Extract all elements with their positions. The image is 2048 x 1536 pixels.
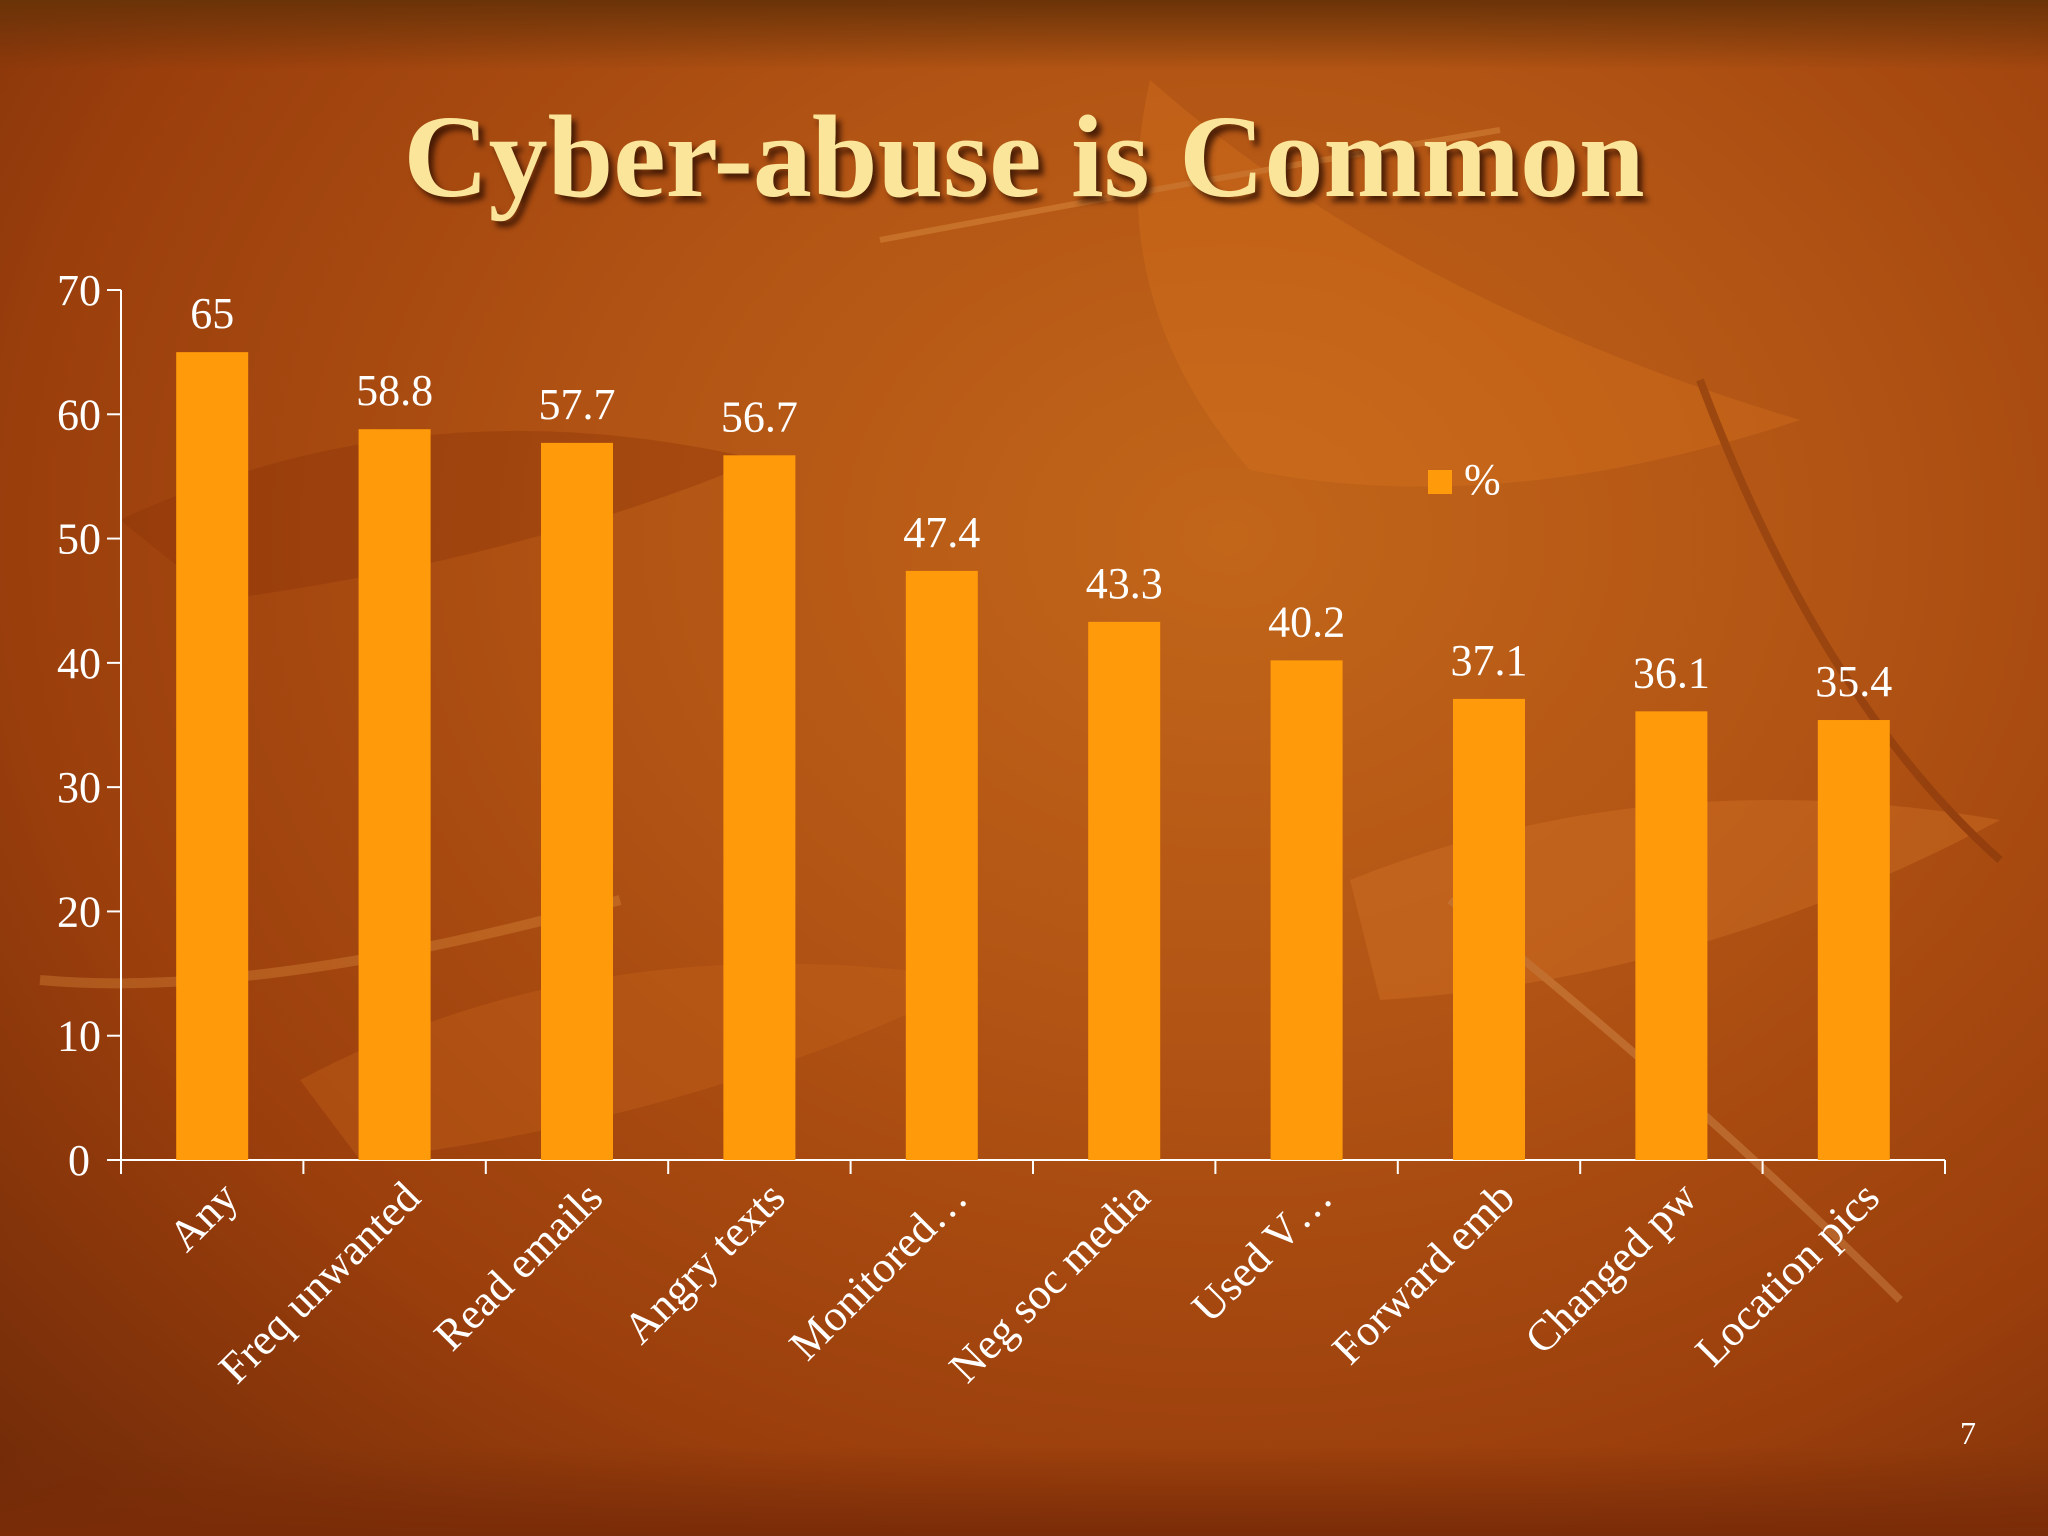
slide-title: Cyber-abuse is Common — [403, 91, 1645, 222]
y-tick-label: 10 — [57, 1012, 101, 1061]
legend-swatch — [1428, 470, 1452, 494]
data-label: 57.7 — [539, 380, 616, 429]
data-label: 56.7 — [721, 392, 798, 441]
bar — [1453, 698, 1525, 1160]
category-label: Location pics — [1686, 1172, 1889, 1375]
y-tick-label: 50 — [57, 515, 101, 564]
data-label: 47.4 — [903, 508, 980, 557]
data-label: 40.2 — [1268, 597, 1345, 646]
slide-number: 7 — [1960, 1415, 1976, 1451]
bottom-shade — [0, 1446, 2048, 1536]
category-label: Angry texts — [614, 1172, 795, 1353]
bar — [541, 442, 613, 1160]
data-label: 43.3 — [1086, 559, 1163, 608]
top-shade — [0, 0, 2048, 70]
y-tick-label: 40 — [57, 639, 101, 688]
bar — [176, 352, 249, 1161]
category-label: Forward emb — [1323, 1172, 1524, 1373]
data-label: 35.4 — [1815, 657, 1892, 706]
category-label: Any — [159, 1172, 247, 1260]
y-tick-label: 30 — [57, 763, 101, 812]
data-label: 58.8 — [356, 366, 433, 415]
category-label: Monitored… — [780, 1172, 977, 1369]
bar — [905, 570, 978, 1160]
category-label: Changed pw — [1515, 1172, 1706, 1363]
category-label: Used V… — [1182, 1172, 1341, 1331]
bar — [1817, 720, 1890, 1160]
legend-label: % — [1464, 455, 1501, 504]
y-tick-label: 70 — [57, 266, 101, 315]
data-label: 37.1 — [1451, 636, 1528, 685]
data-label: 65 — [190, 289, 234, 338]
bar — [1088, 621, 1161, 1160]
bar — [358, 429, 431, 1160]
bar — [1270, 660, 1343, 1160]
bar — [1635, 711, 1708, 1160]
bar — [723, 455, 796, 1160]
y-tick-label: 20 — [57, 887, 101, 936]
data-label: 36.1 — [1633, 648, 1710, 697]
y-tick-label: 60 — [57, 390, 101, 439]
y-tick-label: 0 — [68, 1136, 90, 1185]
category-label: Read emails — [424, 1172, 612, 1360]
